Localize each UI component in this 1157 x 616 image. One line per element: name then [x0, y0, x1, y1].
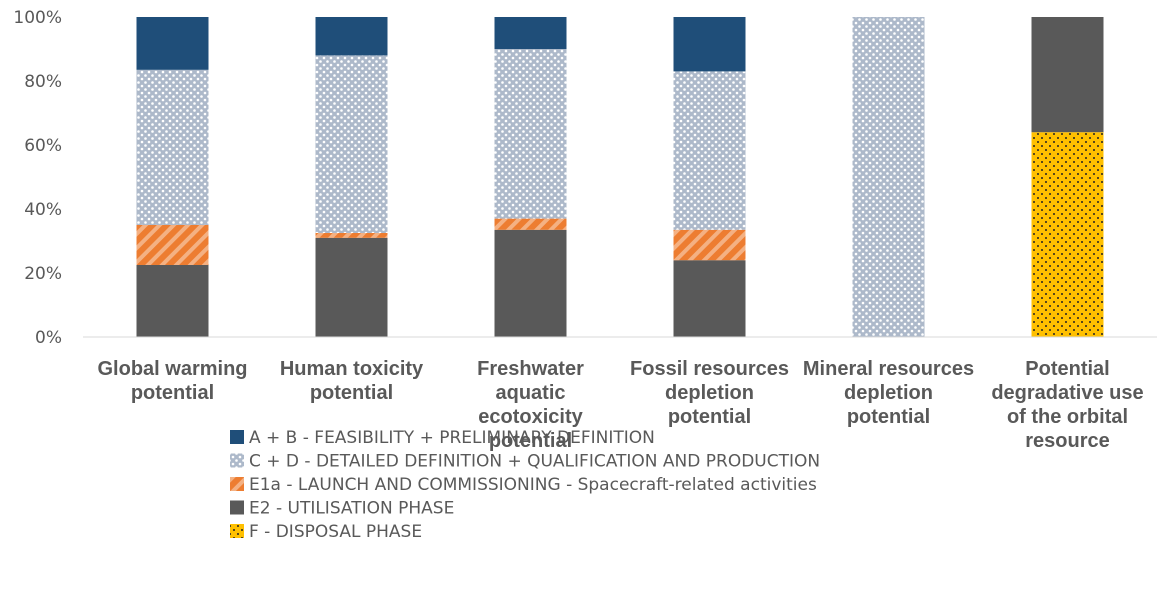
bar-segment-group: [315, 233, 388, 238]
x-tick-label-line: potential: [847, 406, 930, 428]
x-tick-label-line: ecotoxicity: [478, 406, 583, 428]
y-tick-label: 60%: [24, 136, 62, 156]
bar-segment-pattern: [494, 49, 567, 219]
x-tick-label-line: Mineral resources: [803, 358, 974, 380]
x-tick-label-line: Fossil resources: [630, 358, 789, 380]
bar-segment: [673, 17, 746, 72]
bar-segment-pattern: [315, 233, 388, 238]
bar-segment: [315, 17, 388, 56]
x-tick-label-line: potential: [489, 430, 572, 452]
bar-segment-group: [136, 265, 209, 337]
bar-segment-group: [852, 17, 925, 337]
bar-segment: [494, 17, 567, 49]
x-tick-label-line: potential: [310, 382, 393, 404]
bar-segment-group: [673, 260, 746, 337]
x-tick-label-line: depletion: [844, 382, 933, 404]
y-tick-label: 80%: [24, 72, 62, 92]
x-tick-label: Global warming potential: [97, 358, 247, 404]
legend-label: E1a - LAUNCH AND COMMISSIONING - Spacecr…: [249, 475, 817, 495]
bar-segment-pattern: [673, 229, 746, 261]
bar-segment-pattern: [136, 69, 209, 225]
x-tick-label: Freshwater aquatic ecotoxicity potential: [477, 358, 584, 452]
bar-segment-group: [494, 218, 567, 230]
bar-segment-group: [315, 17, 388, 56]
bar-segment-pattern: [1031, 132, 1104, 337]
bar-segment-group: [1031, 17, 1104, 133]
bar-segment: [1031, 17, 1104, 133]
x-tick-label-line: degradative use: [991, 382, 1143, 404]
x-tick-label-line: aquatic: [495, 382, 565, 404]
x-tick-label-line: Global warming: [97, 358, 247, 380]
bar-segment: [494, 229, 567, 337]
legend-label: A + B - FEASIBILITY + PRELIMINARY DEFINI…: [249, 428, 655, 448]
x-tick-label-line: Freshwater: [477, 358, 584, 380]
bar-segment-group: [315, 237, 388, 337]
y-tick-label: 0%: [35, 328, 62, 348]
legend-swatch-pattern: [230, 453, 244, 468]
bar-segment: [136, 265, 209, 337]
bar-segment-pattern: [673, 71, 746, 230]
bar-segment-group: [136, 225, 209, 265]
y-tick-label: 40%: [24, 200, 62, 220]
bar-segment-group: [494, 17, 567, 49]
x-tick-label-line: depletion: [665, 382, 754, 404]
x-tick-label-line: Potential: [1025, 358, 1109, 380]
x-tick-label-line: potential: [131, 382, 214, 404]
bar-segment-group: [136, 69, 209, 225]
legend-label: C + D - DETAILED DEFINITION + QUALIFICAT…: [249, 452, 820, 472]
legend-swatch-pattern: [230, 477, 244, 491]
bar-segment-group: [315, 55, 388, 234]
bar-segment-pattern: [494, 218, 567, 230]
legend-swatch-pattern: [230, 524, 244, 538]
bar-segment-group: [494, 229, 567, 337]
bar-segment-group: [136, 17, 209, 70]
bar-segment: [673, 260, 746, 337]
bar-segment: [136, 17, 209, 70]
y-tick-label: 20%: [24, 264, 62, 284]
x-tick-label: Fossil resources depletion potential: [630, 358, 789, 428]
bar-segment-pattern: [852, 17, 925, 337]
x-tick-label: Potential degradative use of the orbital re…: [991, 358, 1143, 452]
legend-label: F - DISPOSAL PHASE: [249, 522, 422, 542]
y-tick-label: 100%: [13, 8, 62, 28]
bar-segment-group: [673, 229, 746, 261]
legend-swatch: [230, 430, 244, 444]
bar-segment-group: [673, 71, 746, 230]
x-tick-label-line: potential: [668, 406, 751, 428]
legend-swatch: [230, 500, 244, 515]
x-tick-label-line: of the orbital: [1007, 406, 1128, 428]
x-tick-label: Mineral resources depletion potential: [803, 358, 974, 428]
bar-segment: [315, 237, 388, 337]
x-tick-label-line: resource: [1025, 430, 1110, 452]
bar-segment-pattern: [315, 55, 388, 234]
bar-segment-group: [673, 17, 746, 72]
legend-label: E2 - UTILISATION PHASE: [249, 499, 454, 519]
bar-segment-pattern: [136, 225, 209, 265]
bar-segment-group: [494, 49, 567, 219]
bar-segment-group: [1031, 132, 1104, 337]
x-tick-label-line: Human toxicity: [280, 358, 424, 380]
x-tick-label: Human toxicity potential: [280, 358, 424, 404]
